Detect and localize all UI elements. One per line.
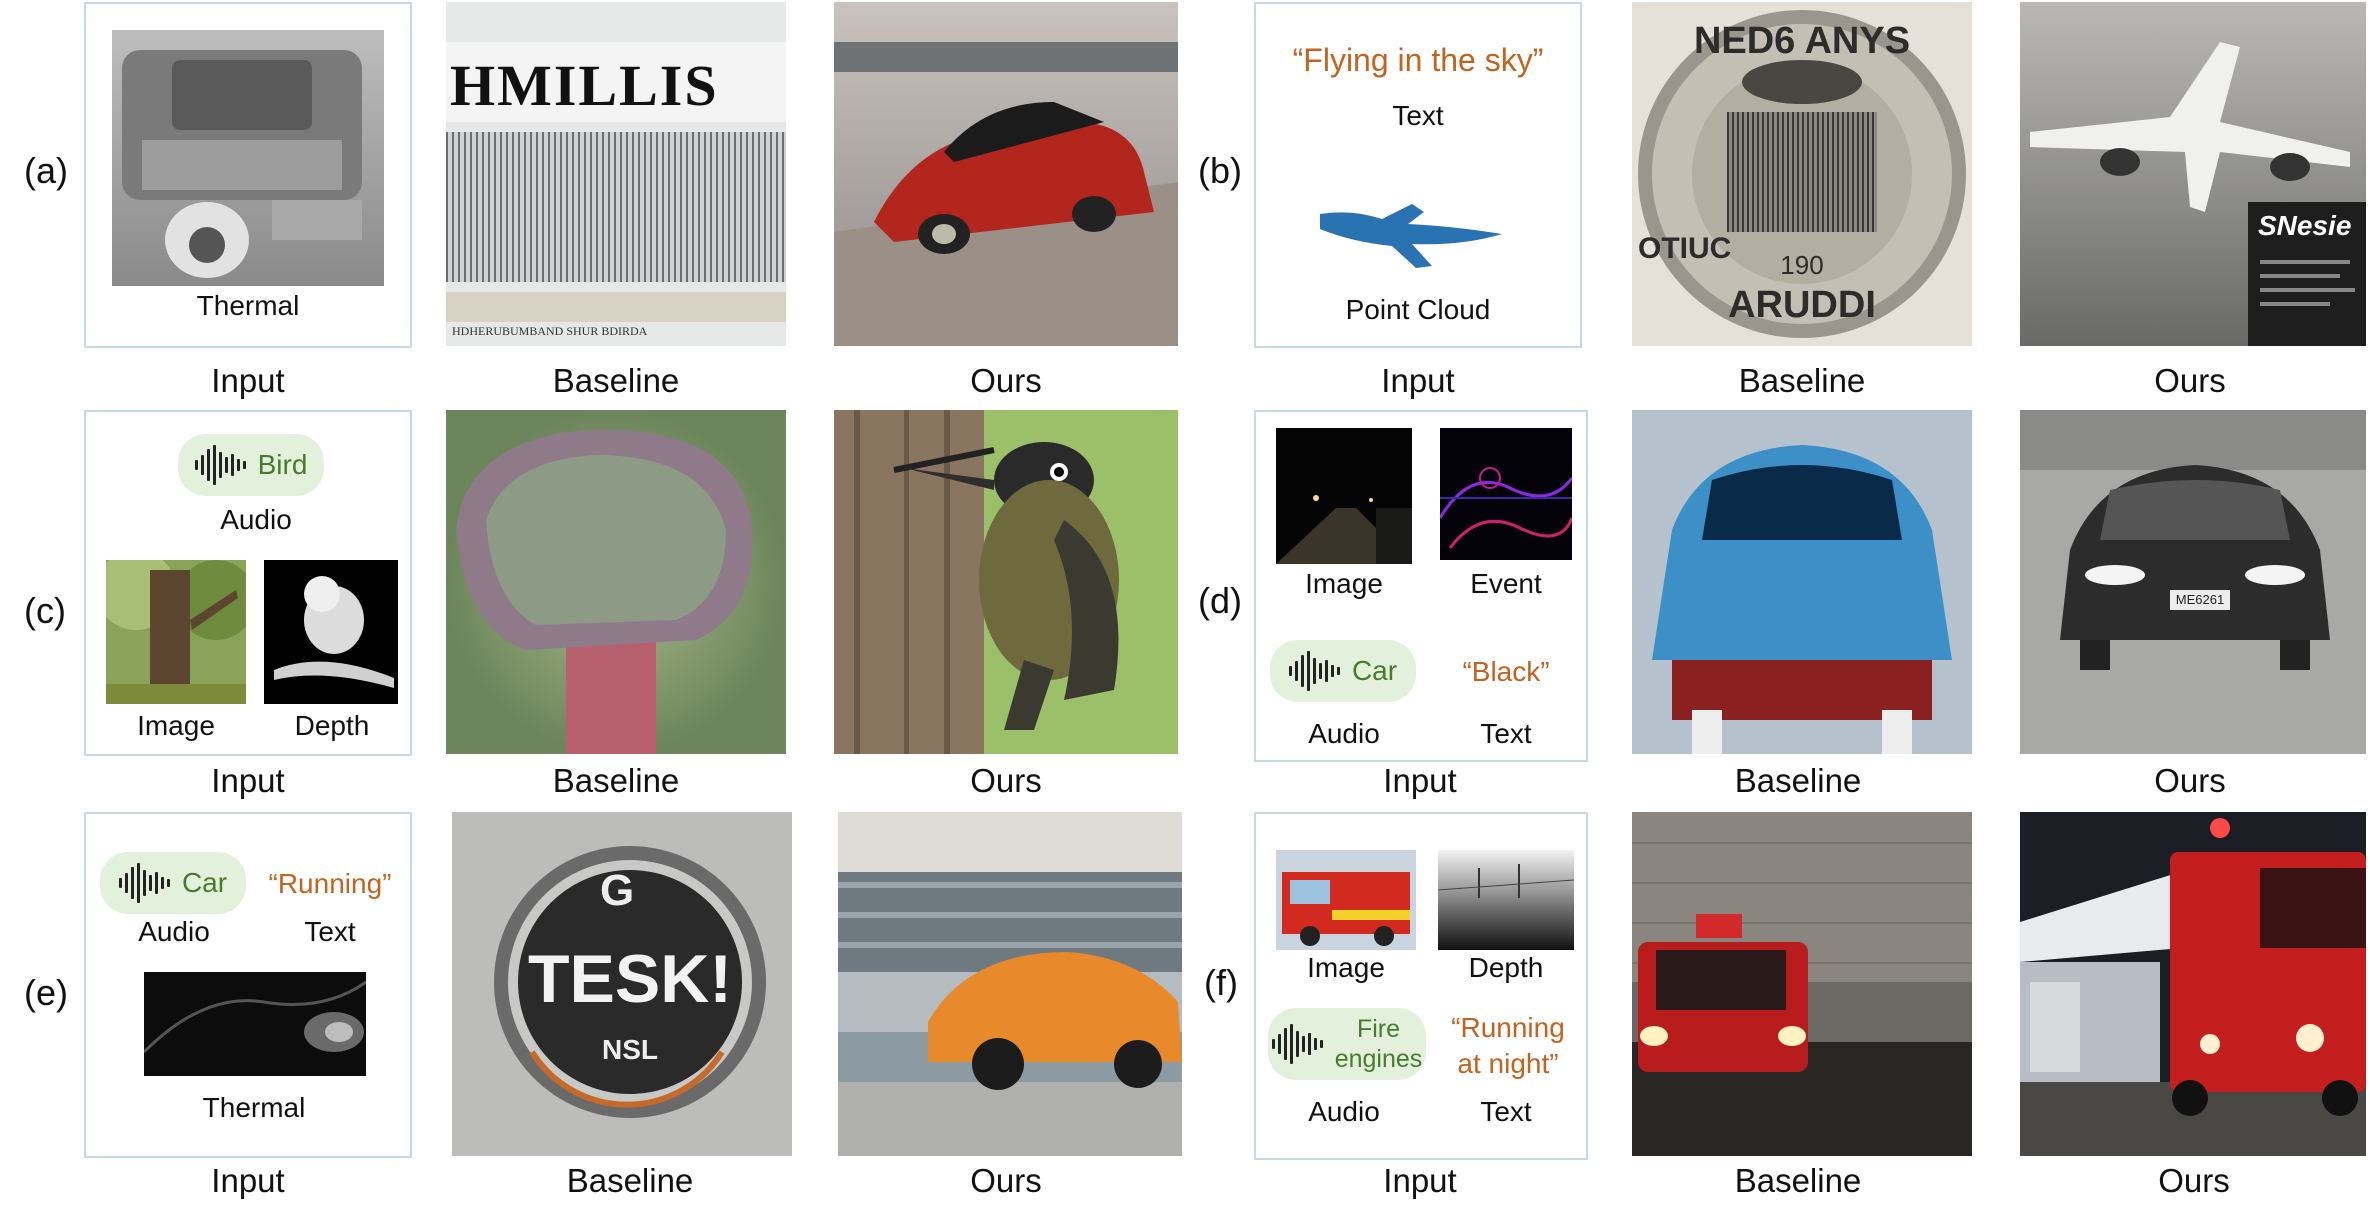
logo-main-text: TESK! bbox=[528, 941, 732, 1017]
audio-pill-e: Car bbox=[100, 852, 246, 914]
caption-ours-d: Ours bbox=[2154, 762, 2226, 799]
ours-image-b: SNesie bbox=[2020, 2, 2366, 346]
caption-baseline-f: Baseline bbox=[1734, 1162, 1862, 1199]
license-plate: ME6261 bbox=[2175, 592, 2225, 607]
input-box-e: Car “Running” Audio Text Thermal bbox=[84, 812, 412, 1158]
text-quote-f-1: “Running bbox=[1451, 1012, 1565, 1043]
audio-word-e: Car bbox=[181, 867, 228, 898]
caption-baseline-c: Baseline bbox=[552, 762, 680, 799]
caption-ours-b: Ours bbox=[2154, 362, 2226, 399]
sound-wave-icon bbox=[194, 445, 246, 485]
baseline-text-a: HMILLIS bbox=[450, 53, 719, 118]
baseline-image-f bbox=[1632, 812, 1972, 1156]
audio-words-f: Fire engines bbox=[1335, 1014, 1423, 1074]
image-label-d: Image bbox=[1305, 568, 1383, 599]
ours-image-e bbox=[838, 812, 1182, 1156]
ours-image-d: ME6261 bbox=[2020, 410, 2366, 754]
point-cloud-label-b: Point Cloud bbox=[1345, 294, 1491, 325]
baseline-image-b: NED6 ANYS 190 ARUDDI OTIUC bbox=[1632, 2, 1972, 346]
input-box-f: Image Depth Fire engines “Running at nig… bbox=[1254, 812, 1588, 1160]
audio-label-e: Audio bbox=[138, 916, 210, 947]
ours-image-f bbox=[2020, 812, 2366, 1156]
ours-image-c bbox=[834, 410, 1178, 754]
input-box-d: Image Event Car “Black” Audio Text bbox=[1254, 410, 1588, 762]
coin-number: 190 bbox=[1780, 250, 1824, 280]
audio-label-c: Audio bbox=[220, 504, 292, 535]
text-quote-e: “Running” bbox=[268, 868, 392, 899]
logo-g: G bbox=[600, 866, 635, 915]
image-label-c: Image bbox=[137, 710, 215, 741]
night-image-d bbox=[1276, 428, 1412, 564]
baseline-image-c bbox=[446, 410, 786, 754]
text-label-f: Text bbox=[1480, 1096, 1532, 1127]
depth-label-f: Depth bbox=[1468, 952, 1544, 983]
event-label-d: Event bbox=[1470, 568, 1542, 599]
logo-sub-text: NSL bbox=[602, 1034, 658, 1065]
caption-input-b: Input bbox=[1381, 362, 1455, 399]
coin-top-text: NED6 ANYS bbox=[1693, 20, 1911, 62]
input-box-b: “Flying in the sky” Text Point Cloud bbox=[1254, 2, 1582, 348]
input-box-a: Thermal bbox=[84, 2, 412, 348]
coin-bottom-text: ARUDDI bbox=[1728, 284, 1876, 326]
thermal-image-e bbox=[144, 972, 366, 1076]
audio-word-c: Bird bbox=[257, 449, 308, 480]
audio-word-d: Car bbox=[1351, 655, 1398, 686]
row-label-d: (d) bbox=[1198, 580, 1242, 621]
audio-pill-d: Car bbox=[1270, 640, 1416, 702]
row-label-b: (b) bbox=[1198, 150, 1242, 191]
caption-ours-c: Ours bbox=[970, 762, 1042, 799]
input-box-c: Bird Audio Image Depth bbox=[84, 410, 412, 756]
caption-input-a: Input bbox=[211, 362, 285, 399]
thermal-label-a: Thermal bbox=[196, 290, 300, 321]
baseline-image-e: G TESK! NSL bbox=[452, 812, 792, 1156]
audio-label-f: Audio bbox=[1308, 1096, 1380, 1127]
caption-input-f: Input bbox=[1383, 1162, 1457, 1199]
firetruck-image-f bbox=[1276, 850, 1416, 950]
tree-image-c bbox=[106, 560, 246, 704]
sound-wave-icon bbox=[118, 863, 170, 903]
ours-image-a bbox=[834, 2, 1178, 346]
baseline-image-d bbox=[1632, 410, 1972, 754]
sound-wave-icon bbox=[1271, 1024, 1323, 1064]
caption-input-d: Input bbox=[1383, 762, 1457, 799]
audio-pill-c: Bird bbox=[178, 434, 324, 496]
row-label-a: (a) bbox=[24, 150, 68, 191]
point-cloud-airplane-icon bbox=[1312, 184, 1512, 274]
caption-baseline-d: Baseline bbox=[1734, 762, 1862, 799]
text-quote-b: “Flying in the sky” bbox=[1292, 42, 1544, 78]
depth-image-c bbox=[264, 560, 398, 704]
row-label-f: (f) bbox=[1204, 962, 1238, 1003]
thermal-image-a bbox=[112, 30, 384, 286]
image-label-f: Image bbox=[1307, 952, 1385, 983]
text-label-d: Text bbox=[1480, 718, 1532, 749]
caption-ours-f: Ours bbox=[2158, 1162, 2230, 1199]
text-quote-f: “Running at night” bbox=[1424, 1010, 1592, 1082]
caption-baseline-e: Baseline bbox=[566, 1162, 694, 1199]
event-image-d bbox=[1440, 428, 1572, 560]
audio-word-f-1: Fire bbox=[1356, 1015, 1401, 1043]
row-label-c: (c) bbox=[24, 590, 66, 631]
text-label-e: Text bbox=[304, 916, 356, 947]
text-label-b: Text bbox=[1392, 100, 1444, 131]
audio-word-f-2: engines bbox=[1334, 1045, 1423, 1073]
caption-input-e: Input bbox=[211, 1162, 285, 1199]
audio-pill-f: Fire engines bbox=[1268, 1008, 1426, 1080]
caption-input-c: Input bbox=[211, 762, 285, 799]
ours-sign-text: SNesie bbox=[2258, 210, 2352, 241]
caption-ours-a: Ours bbox=[970, 362, 1042, 399]
audio-label-d: Audio bbox=[1308, 718, 1380, 749]
caption-baseline-b: Baseline bbox=[1738, 362, 1866, 399]
depth-image-f bbox=[1438, 850, 1574, 950]
caption-baseline-a: Baseline bbox=[552, 362, 680, 399]
baseline-image-a: HMILLIS HDHERUBUMBAND SHUR BDIRDA bbox=[446, 2, 786, 346]
text-quote-d: “Black” bbox=[1462, 656, 1550, 687]
baseline-bottom-text-a: HDHERUBUMBAND SHUR BDIRDA bbox=[452, 324, 648, 338]
text-quote-f-2: at night” bbox=[1457, 1048, 1559, 1079]
row-label-e: (e) bbox=[24, 972, 68, 1013]
sound-wave-icon bbox=[1288, 651, 1340, 691]
thermal-label-e: Thermal bbox=[202, 1092, 306, 1123]
depth-label-c: Depth bbox=[294, 710, 370, 741]
coin-side-text: OTIUC bbox=[1638, 232, 1732, 265]
caption-ours-e: Ours bbox=[970, 1162, 1042, 1199]
